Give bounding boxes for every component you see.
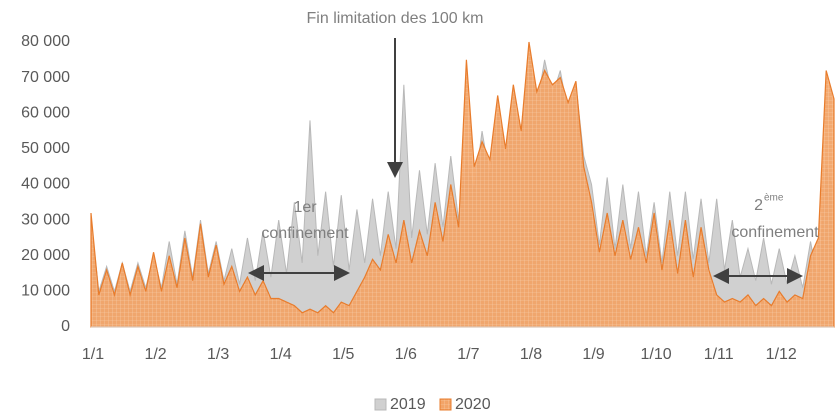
annotation: 1er: [293, 199, 317, 216]
x-tick-label: 1/6: [395, 346, 417, 363]
annotation: 2: [754, 197, 763, 214]
legend-label: 2019: [390, 396, 426, 412]
x-tick-label: 1/7: [457, 346, 479, 363]
x-tick-label: 1/3: [207, 346, 229, 363]
x-tick-label: 1/12: [766, 346, 797, 363]
y-tick-label: 60 000: [21, 104, 70, 121]
x-tick-label: 1/10: [641, 346, 672, 363]
x-tick-label: 1/1: [82, 346, 104, 363]
legend-swatch: [374, 398, 387, 411]
y-tick-label: 80 000: [21, 33, 70, 50]
x-tick-label: 1/11: [704, 346, 734, 363]
y-tick-label: 0: [61, 318, 70, 335]
x-tick-label: 1/9: [582, 346, 604, 363]
annotation: ème: [764, 193, 784, 204]
legend-swatch: [439, 398, 452, 411]
y-tick-label: 20 000: [21, 247, 70, 264]
annotation: confinement: [731, 224, 819, 241]
annotation: confinement: [261, 225, 349, 242]
y-tick-label: 30 000: [21, 211, 70, 228]
legend-label: 2020: [455, 396, 491, 412]
x-tick-label: 1/8: [520, 346, 542, 363]
y-tick-label: 50 000: [21, 140, 70, 157]
y-tick-label: 70 000: [21, 69, 70, 86]
x-tick-label: 1/4: [270, 346, 292, 363]
x-tick-label: 1/5: [332, 346, 354, 363]
annotation: Fin limitation des 100 km: [307, 10, 484, 27]
x-tick-label: 1/2: [144, 346, 166, 363]
y-tick-label: 10 000: [21, 283, 70, 300]
y-tick-label: 40 000: [21, 176, 70, 193]
area-series: [90, 41, 835, 328]
